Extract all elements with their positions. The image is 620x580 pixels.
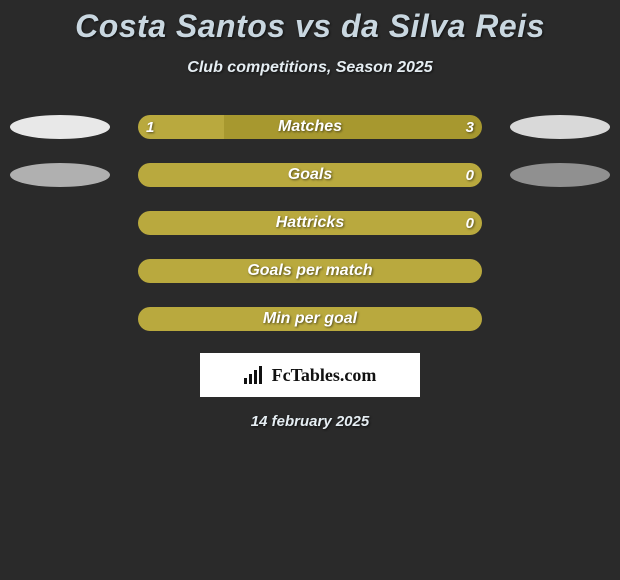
bar-fill-left bbox=[138, 163, 482, 187]
bar-fill-left bbox=[138, 307, 482, 331]
bar-fill-right bbox=[224, 115, 482, 139]
value-left: 1 bbox=[146, 115, 154, 139]
comparison-bar: 0Hattricks bbox=[138, 211, 482, 235]
subtitle: Club competitions, Season 2025 bbox=[0, 59, 620, 77]
player-bubble-right bbox=[510, 163, 610, 187]
bar-fill-left bbox=[138, 211, 482, 235]
value-right: 0 bbox=[466, 211, 474, 235]
value-right: 0 bbox=[466, 163, 474, 187]
player-bubble-left bbox=[10, 115, 110, 139]
page-title: Costa Santos vs da Silva Reis bbox=[0, 0, 620, 45]
comparison-row: Goals per match bbox=[0, 259, 620, 283]
player-bubble-left bbox=[10, 163, 110, 187]
comparison-rows: 13Matches0Goals0HattricksGoals per match… bbox=[0, 115, 620, 331]
bar-chart-icon bbox=[244, 366, 266, 384]
comparison-bar: Goals per match bbox=[138, 259, 482, 283]
comparison-row: 0Goals bbox=[0, 163, 620, 187]
brand-text: FcTables.com bbox=[272, 365, 377, 386]
brand-box: FcTables.com bbox=[200, 353, 420, 397]
date-label: 14 february 2025 bbox=[0, 413, 620, 430]
comparison-row: Min per goal bbox=[0, 307, 620, 331]
bar-fill-left bbox=[138, 259, 482, 283]
comparison-bar: Min per goal bbox=[138, 307, 482, 331]
comparison-row: 0Hattricks bbox=[0, 211, 620, 235]
comparison-bar: 0Goals bbox=[138, 163, 482, 187]
comparison-row: 13Matches bbox=[0, 115, 620, 139]
player-bubble-right bbox=[510, 115, 610, 139]
comparison-bar: 13Matches bbox=[138, 115, 482, 139]
value-right: 3 bbox=[466, 115, 474, 139]
